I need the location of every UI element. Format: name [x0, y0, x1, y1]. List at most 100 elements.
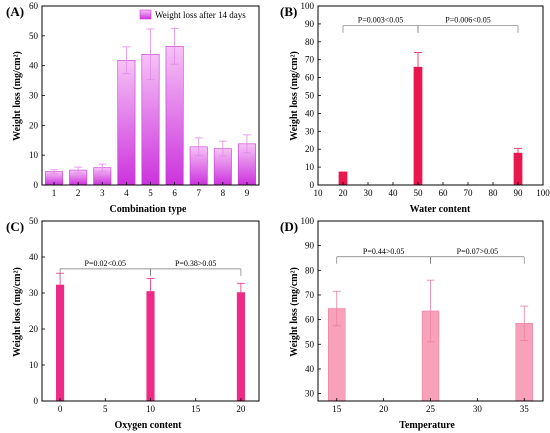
panel-a-ytick-label-30: 30: [29, 91, 39, 101]
panel-a-xtick-label-6: 6: [172, 188, 177, 198]
panel-d-ytick-label-70: 70: [305, 290, 315, 300]
panel-b-bar-20: [338, 171, 348, 185]
panel-b-ytick-label-80: 80: [305, 37, 315, 47]
panel-d-ytick-label-100: 100: [301, 216, 315, 226]
panel-c-tag: (C): [6, 219, 24, 234]
panel-a-plot: 0 10 20 30 40 50 60 1 2 3 4 5 6 7 8 9: [29, 1, 260, 198]
panel-a-ytick-label-20: 20: [29, 120, 39, 130]
panel-d-xtick-label-15: 15: [332, 404, 342, 414]
panel-a-ytick-label-10: 10: [29, 150, 39, 160]
panel-a-xlabel: Combination type: [110, 204, 188, 215]
panel-c-significance-bracket-1: [59, 268, 151, 276]
panel-b-tag: (B): [280, 4, 297, 19]
panel-a-error-bar-3: [98, 163, 107, 172]
panel-c: (C) P=0.02<0.05 P=0.38>0.05 0 10 20 30 40 50 0 5 1…: [6, 216, 260, 431]
panel-c-error-bar-10: [146, 278, 155, 305]
panel-b-ytick-label-60: 60: [305, 73, 315, 83]
panel-a-ytick-label-60: 60: [29, 1, 39, 11]
panel-c-error-bar-20: [236, 282, 245, 302]
panel-d-error-bar-25: [426, 279, 435, 343]
panel-b-xtick-label-50: 50: [414, 188, 424, 198]
panel-c-plot: P=0.02<0.05 P=0.38>0.05 0 10 20 30 40 50 0 5 10 15 2…: [29, 216, 260, 414]
panel-c-bar-20: [236, 292, 245, 401]
panel-b-significance-bracket-2: [417, 25, 519, 33]
panel-a: (A) 0 10 20 30 40 50 60 1 2 3 4 5 6 7 8 9 Combination t…: [6, 1, 260, 215]
panel-a-legend-label: Weight loss after 14 days: [155, 10, 246, 20]
panel-d-xtick-label-30: 30: [473, 404, 483, 414]
panel-b-bar-90: [513, 152, 523, 185]
panel-b-ytick-label-90: 90: [305, 19, 315, 29]
panel-a-bar-4: [117, 59, 136, 186]
panel-b-ylabel: Weight loss (mg/cm²): [289, 51, 300, 141]
panel-c-significance-label-2: P=0.38>0.05: [175, 259, 216, 268]
panel-d-ytick-label-50: 50: [305, 339, 315, 349]
panel-d-xlabel: Temperature: [399, 420, 455, 431]
panel-a-tag: (A): [6, 4, 24, 19]
panel-a-xtick-label-7: 7: [196, 188, 201, 198]
panel-c-xtick-label-20: 20: [236, 404, 246, 414]
panel-d-tag: (D): [280, 219, 298, 234]
panel-b-significance-label-2: P=0.006<0.05: [445, 16, 490, 25]
panel-b-xtick-label-60: 60: [439, 188, 449, 198]
panel-d: (D) P=0.44>0.05 P=0.07>0.05 30 40 50 60 70 80 90…: [280, 216, 544, 431]
panel-b-ytick-label-20: 20: [305, 144, 315, 154]
panel-d-ytick-label-60: 60: [305, 315, 315, 325]
panel-d-significance-label-1: P=0.44>0.05: [363, 247, 404, 256]
panel-d-significance-bracket-2: [430, 256, 525, 264]
panel-b-ytick-label-40: 40: [305, 108, 315, 118]
panel-a-error-bar-2: [74, 166, 83, 174]
panel-c-ytick-label-30: 30: [29, 288, 39, 298]
panel-b-plot: P=0.003<0.05 P=0.006<0.050102030405060708…: [301, 1, 550, 198]
panel-a-error-bar-7: [194, 137, 203, 157]
panel-b: (B) P=0.003<0.05 P=0.006<0.05010203040506…: [280, 1, 550, 215]
panel-c-ytick-label-50: 50: [29, 216, 39, 226]
panel-a-xtick-label-2: 2: [76, 188, 81, 198]
panel-d-significance-label-2: P=0.07>0.05: [457, 247, 498, 256]
panel-b-error-bar-50: [414, 52, 422, 82]
panel-b-xtick-label-70: 70: [464, 188, 474, 198]
panel-c-xtick-label-10: 10: [146, 404, 156, 414]
panel-a-xtick-label-4: 4: [124, 188, 129, 198]
panel-b-ytick-label-70: 70: [305, 55, 315, 65]
panel-a-legend: Weight loss after 14 days: [139, 9, 246, 20]
panel-d-ylabel: Weight loss (mg/cm²): [289, 267, 300, 357]
panel-b-ytick-label-50: 50: [305, 91, 315, 101]
panel-a-error-bar-6: [170, 27, 179, 65]
panel-c-ytick-label-40: 40: [29, 252, 39, 262]
panel-b-xtick-label-40: 40: [389, 188, 399, 198]
panel-a-ytick-label-40: 40: [29, 61, 39, 71]
panel-c-ytick-label-0: 0: [34, 396, 39, 406]
panel-a-xtick-label-9: 9: [245, 188, 250, 198]
panel-c-xlabel: Oxygen content: [115, 420, 183, 431]
panel-b-frame: [317, 5, 544, 186]
panel-b-xtick-label-100: 100: [536, 188, 550, 198]
panel-b-bar-50: [413, 66, 423, 185]
panel-d-ytick-label-40: 40: [305, 364, 315, 374]
panel-d-xtick-label-25: 25: [426, 404, 436, 414]
panel-a-ytick-label-50: 50: [29, 31, 39, 41]
panel-b-error-bar-90: [514, 147, 522, 158]
panel-a-xtick-label-3: 3: [100, 188, 105, 198]
panel-a-legend-swatch: [139, 9, 152, 20]
panel-d-plot: P=0.44>0.05 P=0.07>0.05 30 40 50 60 70 80 90 100 1…: [301, 216, 544, 414]
panel-c-bar-0: [56, 284, 65, 401]
panel-d-ytick-label-80: 80: [305, 265, 315, 275]
panel-d-error-bar-35: [520, 305, 529, 341]
panel-d-ytick-label-30: 30: [305, 389, 315, 399]
panel-b-xtick-label-90: 90: [514, 188, 524, 198]
panel-a-xtick-label-8: 8: [221, 188, 226, 198]
panel-b-significance-label-1: P=0.003<0.05: [358, 16, 403, 25]
panel-a-error-bar-5: [146, 28, 155, 81]
panel-b-ytick-label-100: 100: [301, 1, 315, 11]
panel-a-error-bar-1: [50, 169, 59, 174]
panel-b-xtick-label-30: 30: [364, 188, 374, 198]
panel-b-xtick-label-80: 80: [489, 188, 499, 198]
panel-a-bar-6: [165, 45, 184, 186]
panel-a-ylabel: Weight loss (mg/cm²): [12, 51, 23, 141]
panel-a-xtick-label-5: 5: [148, 188, 153, 198]
panel-a-error-bar-9: [242, 134, 251, 154]
panel-b-ytick-label-30: 30: [305, 126, 315, 136]
panel-d-xtick-label-20: 20: [379, 404, 389, 414]
panel-b-xtick-label-10: 10: [314, 188, 324, 198]
